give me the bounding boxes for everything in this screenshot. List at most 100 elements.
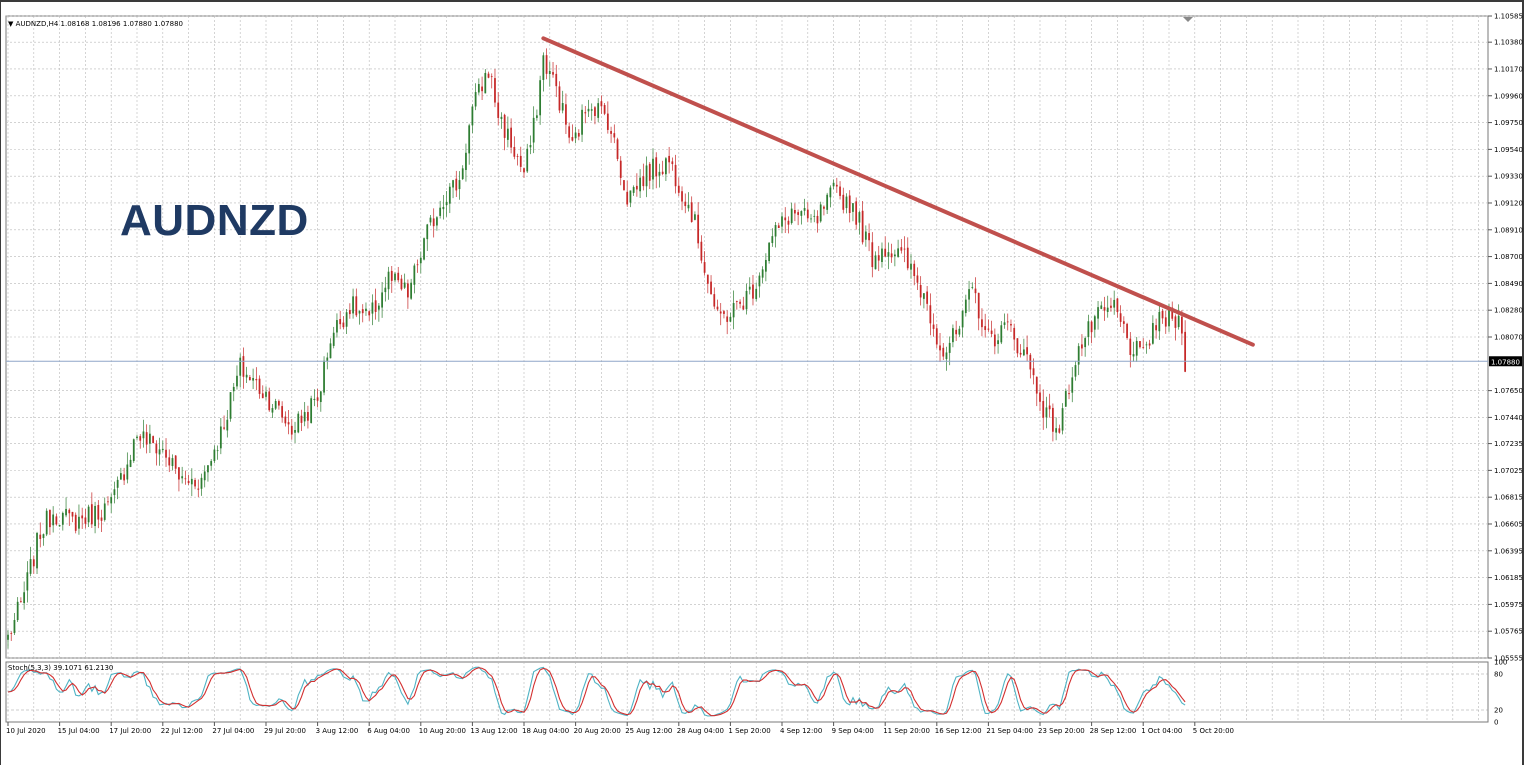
candle-body: [923, 293, 925, 299]
candle-body: [400, 278, 403, 290]
candle-body: [1132, 354, 1135, 357]
candle-body: [223, 427, 225, 429]
candle-body: [445, 201, 448, 206]
candle-body: [236, 375, 238, 387]
candle-body: [1039, 392, 1041, 402]
candle-body: [94, 505, 96, 527]
stoch-lines: [7, 666, 1186, 717]
candle-body: [274, 400, 277, 409]
x-tick-label: 27 Jul 04:00: [212, 727, 254, 735]
y-tick-label: 1.07650: [1494, 387, 1523, 395]
y-tick-label: 1.07025: [1494, 467, 1523, 475]
candle-body: [681, 191, 683, 202]
candle-body: [355, 296, 358, 316]
stoch-grid: [5, 661, 1489, 723]
window-left-border: [0, 0, 1, 765]
stoch-tick-label: 0: [1494, 719, 1498, 727]
candle-body: [119, 473, 122, 480]
candle-body: [858, 212, 861, 223]
candle-body: [1135, 340, 1138, 356]
candle-body: [777, 225, 780, 229]
candle-body: [207, 465, 209, 473]
candle-body: [903, 248, 906, 250]
candle-body: [184, 478, 187, 480]
candle-body: [181, 476, 184, 479]
candle-body: [484, 72, 487, 94]
candle-body: [113, 489, 116, 496]
candle-body: [565, 104, 567, 125]
x-tick-label: 15 Jul 04:00: [58, 727, 100, 735]
symbol-overlay-label: AUDNZD: [120, 196, 309, 245]
candle-body: [145, 432, 148, 445]
x-tick-label: 1 Oct 04:00: [1141, 727, 1182, 735]
candle-body: [348, 310, 351, 315]
candle-body: [806, 209, 809, 219]
candle-body: [1174, 316, 1177, 328]
candle-body: [961, 310, 964, 328]
candle-body: [755, 288, 758, 300]
candle-body: [771, 236, 774, 244]
candle-body: [993, 334, 996, 347]
candle-body: [313, 398, 316, 401]
candle-body: [797, 212, 800, 215]
candle-body: [548, 70, 551, 75]
candle-body: [642, 176, 645, 187]
candle-body: [955, 329, 958, 335]
candle-body: [436, 217, 438, 226]
stoch-panel-frame: [5, 661, 1489, 723]
candle-body: [294, 429, 296, 433]
candle-body: [1084, 338, 1087, 348]
candle-body: [65, 508, 67, 516]
candle-body: [45, 510, 48, 535]
candle-body: [1119, 313, 1122, 322]
candle-body: [1068, 393, 1070, 395]
candle-body: [1100, 305, 1103, 309]
candle-body: [881, 248, 883, 263]
candle-body: [884, 248, 887, 257]
x-tick-label: 18 Aug 04:00: [522, 727, 569, 735]
x-tick-label: 22 Jul 12:00: [161, 727, 203, 735]
candle-body: [516, 156, 519, 157]
candle-body: [687, 204, 690, 209]
window-top-border: [0, 0, 1524, 2]
candle-body: [326, 357, 329, 361]
candle-body: [10, 633, 13, 634]
candle-body: [107, 501, 109, 503]
candle-body: [190, 478, 193, 485]
candle-body: [1019, 352, 1022, 355]
candle-body: [152, 436, 155, 444]
candle-body: [510, 127, 512, 148]
collapse-triangle-icon[interactable]: ▼: [8, 20, 14, 28]
candle-body: [855, 201, 858, 225]
candle-body: [81, 515, 84, 519]
stoch-info: Stoch(5,3,3) 39.1071 61.2130: [8, 664, 114, 672]
candle-body: [178, 467, 180, 480]
candle-body: [345, 312, 348, 327]
stoch-tick-label: 80: [1494, 671, 1503, 679]
candle-body: [552, 72, 554, 75]
candle-body: [1142, 347, 1145, 349]
candle-body: [587, 108, 590, 112]
candle-body: [823, 206, 825, 209]
candle-body: [265, 391, 267, 397]
candle-body: [964, 299, 967, 314]
candle-body: [577, 132, 580, 137]
candle-body: [200, 477, 203, 489]
candle-body: [426, 224, 429, 240]
candle-body: [26, 572, 29, 591]
candle-body: [635, 185, 638, 190]
candle-body: [197, 488, 200, 490]
candle-body: [542, 55, 545, 80]
candle-body: [619, 160, 622, 178]
candle-body: [103, 503, 106, 520]
candle-body: [536, 115, 538, 118]
candle-body: [1177, 315, 1180, 328]
candle-body: [781, 216, 783, 227]
candle-body: [671, 161, 674, 165]
candle-body: [55, 516, 58, 525]
candle-body: [694, 214, 696, 220]
candle-body: [248, 377, 251, 381]
candle-body: [210, 461, 213, 466]
y-tick-label: 1.09750: [1494, 119, 1523, 127]
